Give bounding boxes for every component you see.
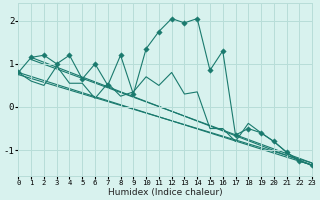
X-axis label: Humidex (Indice chaleur): Humidex (Indice chaleur) — [108, 188, 223, 197]
